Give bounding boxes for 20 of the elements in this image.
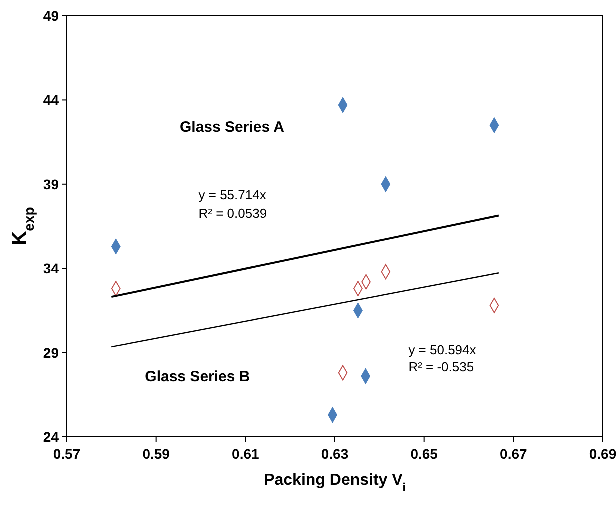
annotation: Glass Series B xyxy=(145,368,250,386)
annotation: Glass Series A xyxy=(180,119,285,136)
annotation: R² = -0.535 xyxy=(408,359,474,374)
x-tick-label: 0.65 xyxy=(410,446,438,462)
y-tick-label: 44 xyxy=(43,92,60,108)
annotation: R² = 0.0539 xyxy=(198,206,268,222)
y-tick-label: 39 xyxy=(43,176,60,192)
x-axis-title: Packing Density V$_{i}$ xyxy=(264,472,406,494)
x-tick-label: 0.69 xyxy=(589,446,616,462)
y-tick-label: 24 xyxy=(43,429,60,445)
x-tick-label: 0.57 xyxy=(53,446,81,462)
x-tick-label: 0.61 xyxy=(232,446,260,462)
x-tick-label: 0.59 xyxy=(142,446,170,462)
annotation: y = 50.594x xyxy=(408,342,477,358)
y-tick-label: 49 xyxy=(43,8,60,24)
y-tick-label: 34 xyxy=(43,260,60,277)
x-tick-label: 0.63 xyxy=(321,446,349,462)
y-tick-label: 29 xyxy=(43,344,60,361)
annotation: y = 55.714x xyxy=(198,188,267,203)
x-tick-label: 0.67 xyxy=(500,446,528,462)
